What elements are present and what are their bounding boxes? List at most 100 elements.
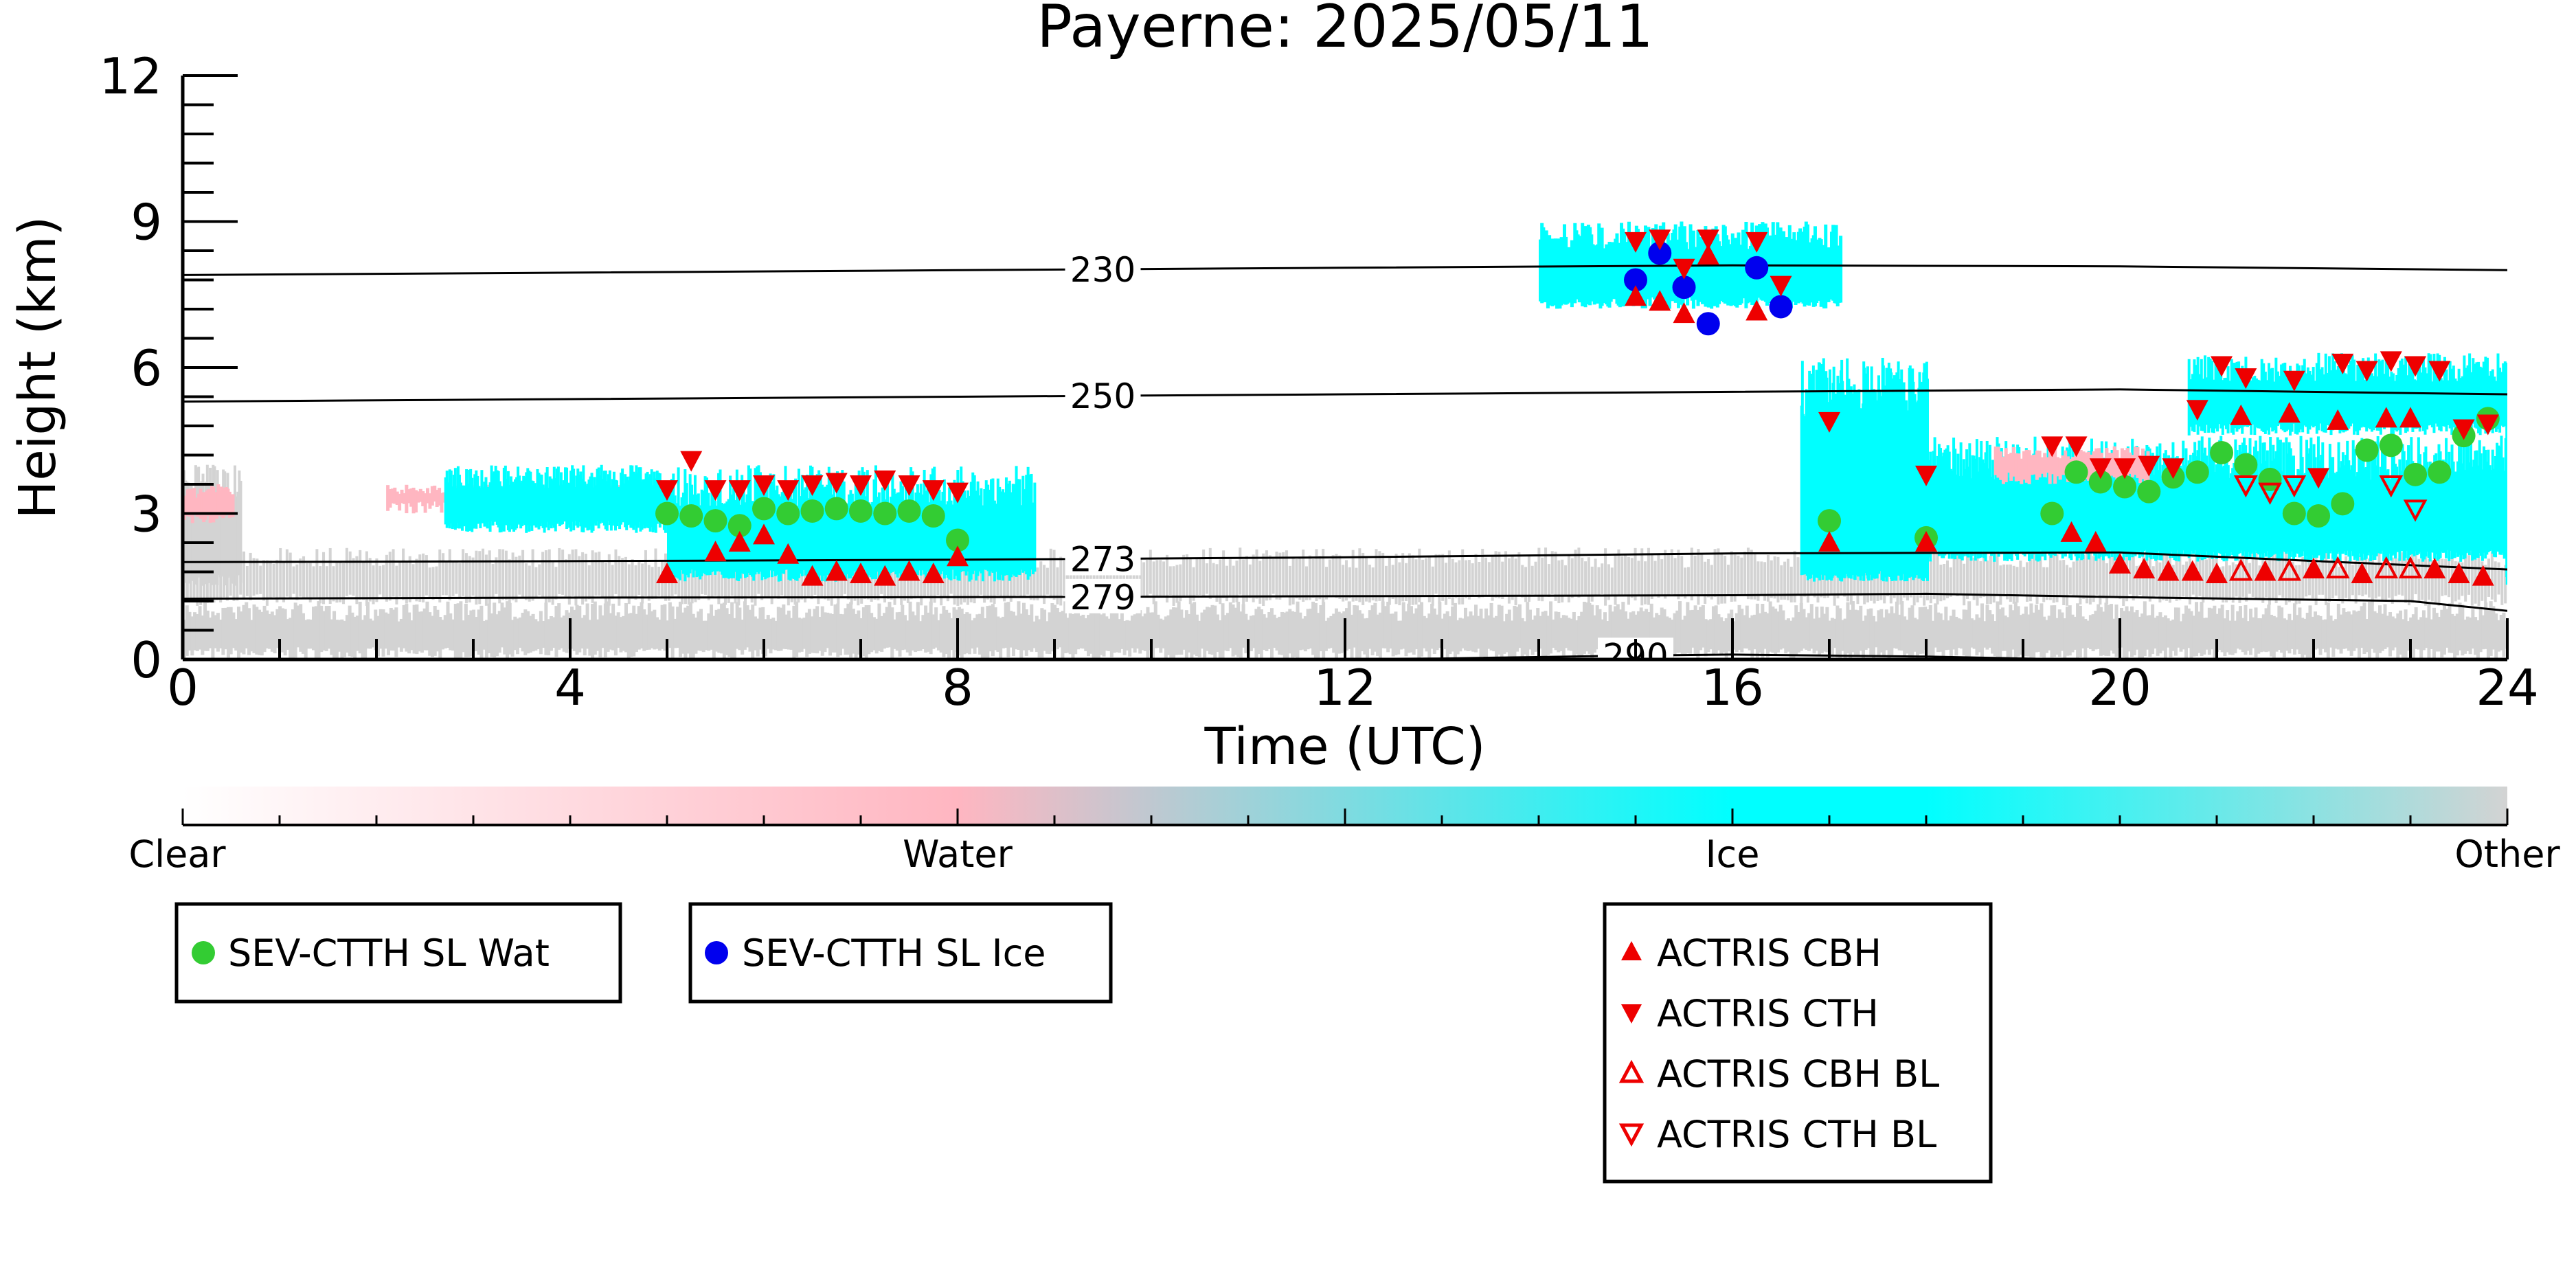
point-actris-cth-bl-2: [2282, 475, 2307, 498]
legend-box-sev-wat: SEV-CTTH SL Wat: [174, 902, 622, 1004]
point-actris-cbh-12: [1625, 285, 1647, 306]
point-sev-ctth-sl-wat-30: [2404, 462, 2428, 486]
x-tick-label-8: 8: [942, 659, 973, 716]
point-actris-cbh-21: [2109, 552, 2131, 574]
y-tick-label-9: 9: [131, 194, 162, 251]
legend-label-sev-ice: SEV-CTTH SL Ice: [742, 931, 1046, 975]
point-sev-ctth-sl-wat-8: [849, 499, 872, 523]
axes: 0 4 8 12 16 20 24 0 3 6 9 12: [99, 47, 2538, 716]
point-actris-cth-36: [2428, 361, 2451, 382]
y-axis-label: Height (km): [8, 216, 67, 519]
ice-afternoon-column: [1800, 357, 1929, 582]
legend-label-actris-cbh: ACTRIS CBH: [1657, 931, 1882, 975]
markers: [655, 229, 2500, 586]
point-actris-cbh-34: [2424, 557, 2446, 578]
x-tick-label-12: 12: [1313, 659, 1377, 716]
point-actris-cth-bl-1: [2258, 482, 2282, 505]
point-sev-ctth-sl-ice-5: [1769, 295, 1793, 319]
y-tick-label-3: 3: [131, 486, 162, 543]
point-actris-cth-38: [2476, 414, 2499, 436]
point-actris-cbh-8: [874, 565, 896, 586]
point-actris-cth-16: [1697, 229, 1719, 251]
y-tick-label-12: 12: [99, 47, 162, 105]
isotherm-279: [183, 592, 2507, 612]
colorbar-label-ice: Ice: [1706, 833, 1760, 876]
point-actris-cbh-3: [753, 523, 775, 545]
point-actris-cbh-35: [2448, 563, 2470, 584]
point-sev-ctth-sl-wat-15: [2040, 501, 2064, 526]
isotherm-label-bg: [1065, 378, 1141, 413]
point-actris-cth-bl-3: [2379, 475, 2404, 498]
isotherm-label-230: 230: [1070, 250, 1136, 290]
point-actris-cbh-22: [2133, 557, 2156, 578]
other-layer-low: [183, 601, 2507, 659]
point-actris-cbh-15: [1697, 244, 1719, 265]
point-actris-cth-3: [728, 480, 751, 501]
x-tick-label-0: 0: [167, 659, 199, 716]
point-actris-cbh-bl-0: [2228, 558, 2253, 581]
isotherm-label-bg: [1065, 541, 1141, 576]
isotherm-label-bg: [1065, 251, 1141, 286]
cloud-phase-field: [183, 221, 2507, 659]
point-actris-cth-29: [2235, 368, 2257, 389]
legend-marker-actris-cth: [1621, 1004, 1642, 1024]
point-sev-ctth-sl-wat-13: [1818, 509, 1841, 533]
isotherm-label-250: 250: [1070, 376, 1136, 416]
point-actris-cth-bl-4: [2403, 499, 2428, 522]
series-actris-cbh: [656, 244, 2494, 586]
point-actris-cbh-36: [2472, 565, 2494, 586]
point-sev-ctth-sl-wat-11: [921, 504, 945, 528]
point-sev-ctth-sl-wat-0: [655, 501, 679, 526]
point-actris-cth-6: [801, 475, 824, 496]
colorbar: Clear Water Ice Other: [128, 787, 2560, 876]
point-actris-cbh-32: [2375, 407, 2397, 428]
point-sev-ctth-sl-wat-16: [2064, 460, 2088, 484]
legend-marker-sev-wat: [192, 941, 215, 964]
point-actris-cbh-26: [2230, 404, 2252, 425]
point-sev-ctth-sl-wat-27: [2331, 492, 2355, 516]
point-actris-cth-10: [898, 475, 920, 496]
point-actris-cth-23: [2089, 458, 2112, 479]
point-actris-cbh-10: [922, 563, 945, 584]
x-tick-label-20: 20: [2088, 659, 2151, 716]
point-actris-cth-28: [2211, 356, 2233, 377]
point-sev-ctth-sl-wat-22: [2210, 440, 2234, 464]
legend-label-actris-cbh-bl: ACTRIS CBH BL: [1657, 1052, 1939, 1096]
point-actris-cth-27: [2186, 400, 2208, 421]
point-actris-cbh-2: [728, 531, 751, 552]
series-actris-cbh-bl: [2228, 556, 2423, 581]
point-actris-cth-22: [2065, 436, 2088, 457]
point-actris-cbh-24: [2181, 560, 2204, 581]
point-sev-ctth-sl-wat-26: [2307, 504, 2331, 528]
point-sev-ctth-sl-wat-6: [800, 499, 824, 523]
x-tick-label-16: 16: [1701, 659, 1764, 716]
point-actris-cbh-29: [2303, 557, 2325, 578]
point-actris-cth-33: [2355, 361, 2378, 382]
series-actris-cth: [656, 229, 2499, 504]
point-sev-ctth-sl-wat-10: [897, 499, 921, 523]
point-actris-cbh-bl-4: [2398, 556, 2423, 578]
point-sev-ctth-sl-ice-1: [1648, 241, 1672, 265]
point-sev-ctth-sl-wat-17: [2088, 470, 2112, 494]
point-actris-cbh-5: [801, 565, 824, 586]
point-sev-ctth-sl-wat-9: [873, 501, 897, 526]
x-tick-label-4: 4: [554, 659, 586, 716]
point-sev-ctth-sl-wat-12: [946, 528, 969, 552]
point-actris-cth-20: [1915, 465, 1937, 486]
point-sev-ctth-sl-ice-2: [1672, 275, 1696, 300]
point-actris-cth-0: [656, 480, 678, 501]
point-actris-cbh-13: [1649, 290, 1671, 311]
point-sev-ctth-sl-wat-5: [776, 501, 800, 526]
point-actris-cth-30: [2283, 370, 2305, 392]
point-actris-cbh-6: [825, 560, 848, 581]
point-sev-ctth-sl-ice-3: [1696, 312, 1720, 336]
point-actris-cth-11: [922, 480, 945, 501]
point-actris-cth-37: [2452, 419, 2475, 440]
point-sev-ctth-sl-wat-7: [824, 497, 848, 521]
series-actris-cth-bl: [2233, 475, 2428, 522]
point-actris-cth-7: [825, 473, 848, 494]
series-sev-ctth-sl-ice: [1624, 241, 1793, 336]
